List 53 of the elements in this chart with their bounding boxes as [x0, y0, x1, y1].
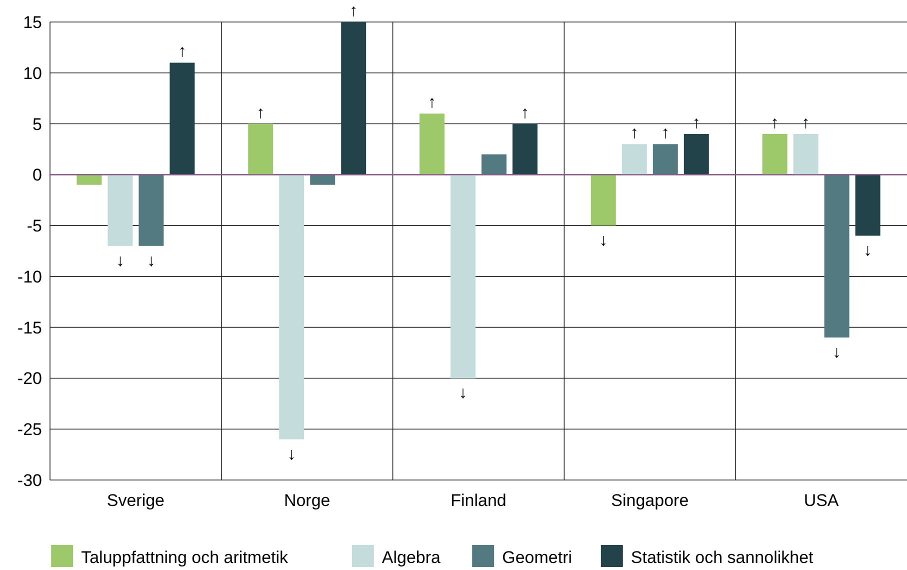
data-label: ↓ [864, 240, 872, 260]
data-label: ↓ [116, 250, 124, 270]
data-label: ↑ [661, 123, 670, 142]
y-tick-label: -30 [17, 471, 42, 490]
legend-label: Statistik och sannolikhet [630, 548, 814, 567]
data-label: ↑ [256, 102, 265, 122]
bar [762, 134, 788, 175]
x-tick-label: Norge [284, 491, 330, 510]
y-tick-label: 0 [32, 166, 42, 185]
data-label: ↑ [520, 102, 530, 122]
bar [793, 134, 818, 175]
bar [341, 22, 366, 175]
data-label: ↑ [428, 92, 436, 112]
bar [108, 174, 133, 246]
y-tick-label: -20 [17, 369, 42, 388]
x-tick-label: USA [804, 491, 840, 510]
bar [855, 174, 880, 236]
data-label: ↑ [630, 123, 639, 142]
legend-label: Algebra [382, 548, 442, 567]
data-label: ↓ [599, 230, 608, 250]
bar [450, 174, 476, 378]
x-tick-label: Finland [450, 491, 506, 510]
y-tick-label: -25 [17, 420, 42, 440]
bar [420, 114, 444, 175]
bar [310, 174, 336, 185]
bar [824, 174, 850, 338]
data-label: ↓ [832, 342, 842, 362]
bar [248, 124, 274, 175]
y-tick-label: -5 [26, 216, 42, 236]
y-tick-label: -10 [17, 267, 42, 286]
x-tick-label: Sverige [106, 491, 165, 510]
bar [684, 134, 709, 175]
bar [170, 62, 195, 175]
bar [590, 174, 616, 226]
bar [279, 174, 304, 440]
legend-label: Geometri [502, 548, 572, 567]
bar [622, 144, 647, 175]
bar [138, 174, 164, 246]
data-label: ↓ [287, 444, 296, 464]
data-label: ↓ [458, 383, 468, 402]
x-tick-label: Singapore [611, 491, 689, 510]
data-label: ↓ [146, 250, 156, 270]
y-tick-label: 15 [23, 13, 42, 32]
bar [482, 154, 506, 175]
y-tick-label: -15 [17, 318, 42, 338]
y-tick-label: 10 [23, 64, 42, 83]
data-label: ↑ [349, 1, 358, 20]
legend-label: Taluppfattning och aritmetik [81, 548, 289, 567]
bar [76, 174, 102, 185]
bar [652, 144, 678, 175]
bar [512, 124, 538, 175]
data-label: ↑ [178, 42, 186, 61]
y-tick-label: 5 [32, 114, 42, 134]
